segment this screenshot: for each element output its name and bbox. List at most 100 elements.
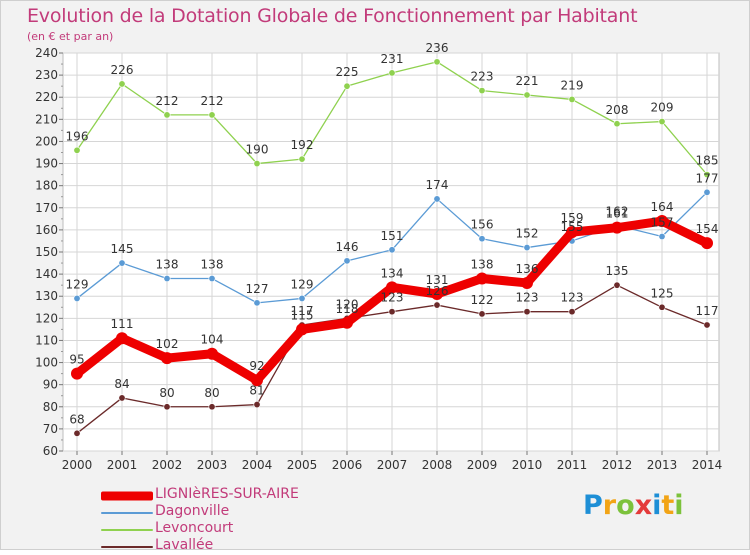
y-tick-label: 90 xyxy=(43,378,58,392)
data-point xyxy=(298,155,306,163)
x-tick-label: 2013 xyxy=(647,458,678,472)
data-point xyxy=(388,69,396,77)
legend-swatch-series-0 xyxy=(101,491,153,500)
data-label: 138 xyxy=(471,258,494,272)
data-label: 115 xyxy=(291,308,314,322)
y-tick-label: 150 xyxy=(35,245,58,259)
data-point xyxy=(523,308,531,316)
data-label: 120 xyxy=(336,297,359,311)
x-tick-label: 2014 xyxy=(692,458,723,472)
data-label: 135 xyxy=(606,264,629,278)
data-point xyxy=(253,401,261,409)
data-label: 226 xyxy=(111,63,134,77)
data-label: 127 xyxy=(246,282,269,296)
data-label: 231 xyxy=(381,52,404,66)
y-tick-label: 230 xyxy=(35,68,58,82)
data-point xyxy=(208,403,216,411)
data-label: 125 xyxy=(651,286,674,300)
data-point xyxy=(703,321,711,329)
data-point xyxy=(341,316,353,329)
legend-label: Dagonville xyxy=(155,503,230,519)
data-point xyxy=(478,87,486,95)
data-label: 155 xyxy=(561,220,584,234)
data-label: 123 xyxy=(561,291,584,305)
data-point xyxy=(206,347,218,360)
y-tick-label: 170 xyxy=(35,201,58,215)
data-label: 95 xyxy=(69,353,84,367)
data-label: 212 xyxy=(201,94,224,108)
data-point xyxy=(251,374,263,387)
x-tick-label: 2009 xyxy=(467,458,498,472)
data-point xyxy=(208,275,216,283)
data-point xyxy=(613,120,621,128)
data-label: 136 xyxy=(516,262,539,276)
data-label: 154 xyxy=(696,222,719,236)
data-point xyxy=(658,118,666,126)
x-tick-label: 2008 xyxy=(422,458,453,472)
data-label: 117 xyxy=(291,304,314,318)
data-point xyxy=(523,244,531,252)
data-point xyxy=(566,226,578,239)
legend-label: Levoncourt xyxy=(155,520,234,536)
data-point xyxy=(433,301,441,309)
data-point xyxy=(433,195,441,203)
data-label: 190 xyxy=(246,143,269,157)
data-point xyxy=(431,288,443,301)
data-label: 221 xyxy=(516,74,539,88)
data-label: 102 xyxy=(156,337,179,351)
data-label: 117 xyxy=(696,304,719,318)
data-point xyxy=(521,276,533,289)
x-tick-label: 2012 xyxy=(602,458,633,472)
data-point xyxy=(703,188,711,196)
data-label: 212 xyxy=(156,94,179,108)
y-tick-label: 200 xyxy=(35,134,58,148)
data-point xyxy=(118,394,126,402)
data-point xyxy=(703,171,711,179)
data-point xyxy=(478,310,486,318)
y-tick-label: 220 xyxy=(35,90,58,104)
legend-label: LIGNIèRES-SUR-AIRE xyxy=(155,486,299,502)
data-label: 123 xyxy=(381,291,404,305)
data-label: 192 xyxy=(291,138,314,152)
data-point xyxy=(71,367,83,380)
y-tick-label: 130 xyxy=(35,289,58,303)
data-point xyxy=(116,332,128,345)
data-label: 126 xyxy=(426,284,449,298)
data-label: 80 xyxy=(159,386,174,400)
data-label: 152 xyxy=(516,227,539,241)
data-label: 161 xyxy=(606,207,629,221)
data-label: 157 xyxy=(651,216,674,230)
data-point xyxy=(478,235,486,243)
x-tick-label: 2007 xyxy=(377,458,408,472)
y-tick-label: 120 xyxy=(35,311,58,325)
x-tick-label: 2001 xyxy=(107,458,138,472)
data-label: 129 xyxy=(66,277,89,291)
data-point xyxy=(656,215,668,228)
data-label: 145 xyxy=(111,242,134,256)
data-point xyxy=(658,233,666,241)
data-point xyxy=(253,160,261,168)
data-point xyxy=(388,246,396,254)
data-point xyxy=(568,308,576,316)
data-label: 236 xyxy=(426,41,449,55)
y-tick-label: 140 xyxy=(35,267,58,281)
y-tick-label: 60 xyxy=(43,444,58,458)
data-point xyxy=(163,403,171,411)
data-label: 84 xyxy=(114,377,129,391)
data-label: 68 xyxy=(69,412,84,426)
data-point xyxy=(388,308,396,316)
data-label: 118 xyxy=(336,302,359,316)
legend-swatch-series-3 xyxy=(101,545,153,548)
data-label: 162 xyxy=(606,204,629,218)
data-label: 156 xyxy=(471,218,494,232)
data-label: 219 xyxy=(561,78,584,92)
data-label: 177 xyxy=(696,171,719,185)
x-tick-label: 2006 xyxy=(332,458,363,472)
data-point xyxy=(118,80,126,88)
data-label: 159 xyxy=(561,211,584,225)
data-point xyxy=(386,281,398,294)
x-tick-label: 2004 xyxy=(242,458,273,472)
data-point xyxy=(298,294,306,302)
data-label: 223 xyxy=(471,70,494,84)
